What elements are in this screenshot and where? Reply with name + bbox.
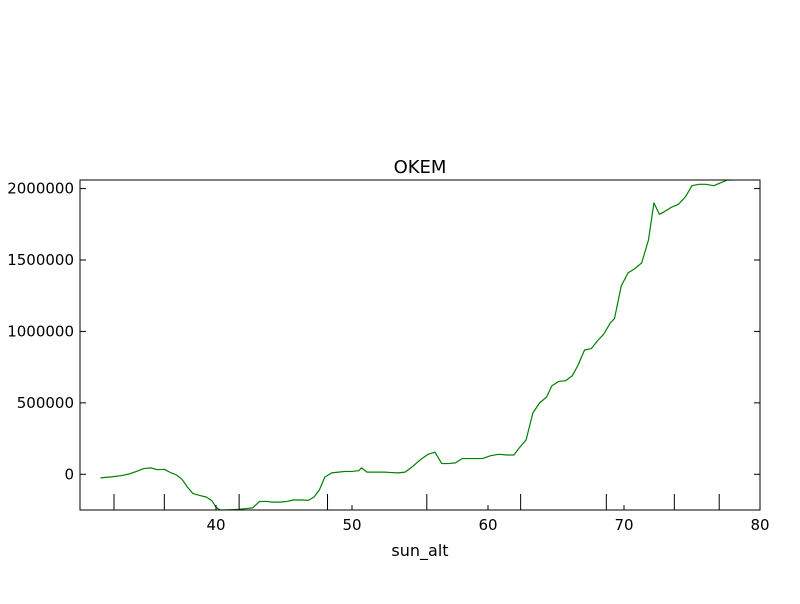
x-tick-label-1: 50 <box>342 516 361 534</box>
x-axis-label: sun_alt <box>391 541 448 561</box>
y-tick-label-2: 1000000 <box>7 322 74 340</box>
x-tick-label-3: 70 <box>614 516 633 534</box>
series-line-0 <box>100 180 733 510</box>
plot-frame <box>79 179 761 511</box>
y-tick-label-4: 2000000 <box>7 180 74 198</box>
plot-area <box>100 180 733 510</box>
x-tick-label-2: 60 <box>478 516 497 534</box>
y-tick-label-1: 500000 <box>17 394 74 412</box>
axes: 40 50 60 70 80 0 500000 1000000 1500000 2000000 <box>7 179 770 534</box>
x-tick-label-4: 80 <box>750 516 769 534</box>
chart-title: OKEM <box>394 157 447 178</box>
y-tick-label-3: 1500000 <box>7 251 74 269</box>
x-tick-label-0: 40 <box>206 516 225 534</box>
y-tick-label-0: 0 <box>64 465 74 483</box>
